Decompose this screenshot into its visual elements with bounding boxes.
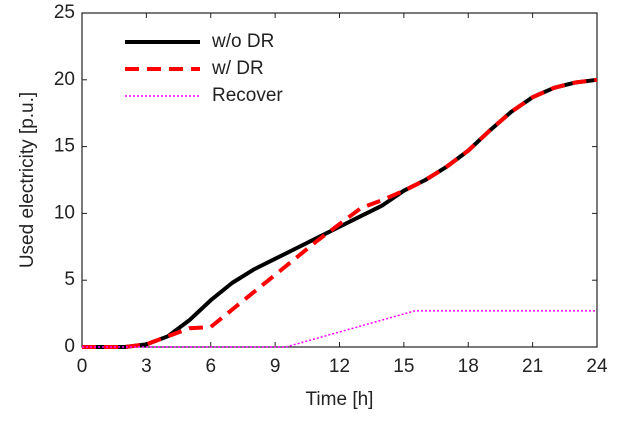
y-tick-label: 5 <box>64 269 75 290</box>
x-tick-label: 3 <box>141 356 152 377</box>
x-tick-label: 21 <box>522 356 543 377</box>
y-tick-label: 15 <box>54 136 75 157</box>
y-tick-label: 10 <box>54 202 75 223</box>
y-tick-label: 20 <box>54 69 75 90</box>
legend-label: Recover <box>212 85 283 106</box>
x-tick-label: 9 <box>270 356 281 377</box>
legend-label: w/o DR <box>211 31 274 52</box>
series-line <box>82 77 598 349</box>
x-tick-label: 12 <box>329 356 350 377</box>
series-line <box>82 77 598 349</box>
x-tick-label: 15 <box>393 356 414 377</box>
x-tick-label: 24 <box>586 356 608 377</box>
y-tick-label: 0 <box>64 336 75 357</box>
y-axis-label: Used electricity [p.u.] <box>17 92 38 268</box>
plot-frame <box>81 12 598 348</box>
y-tick-label: 25 <box>54 2 75 23</box>
x-tick-label: 0 <box>77 356 88 377</box>
x-axis-label: Time [h] <box>306 389 374 410</box>
series-line <box>82 310 597 348</box>
x-tick-label: 6 <box>205 356 216 377</box>
x-tick-label: 18 <box>458 356 479 377</box>
legend-label: w/ DR <box>211 58 264 79</box>
